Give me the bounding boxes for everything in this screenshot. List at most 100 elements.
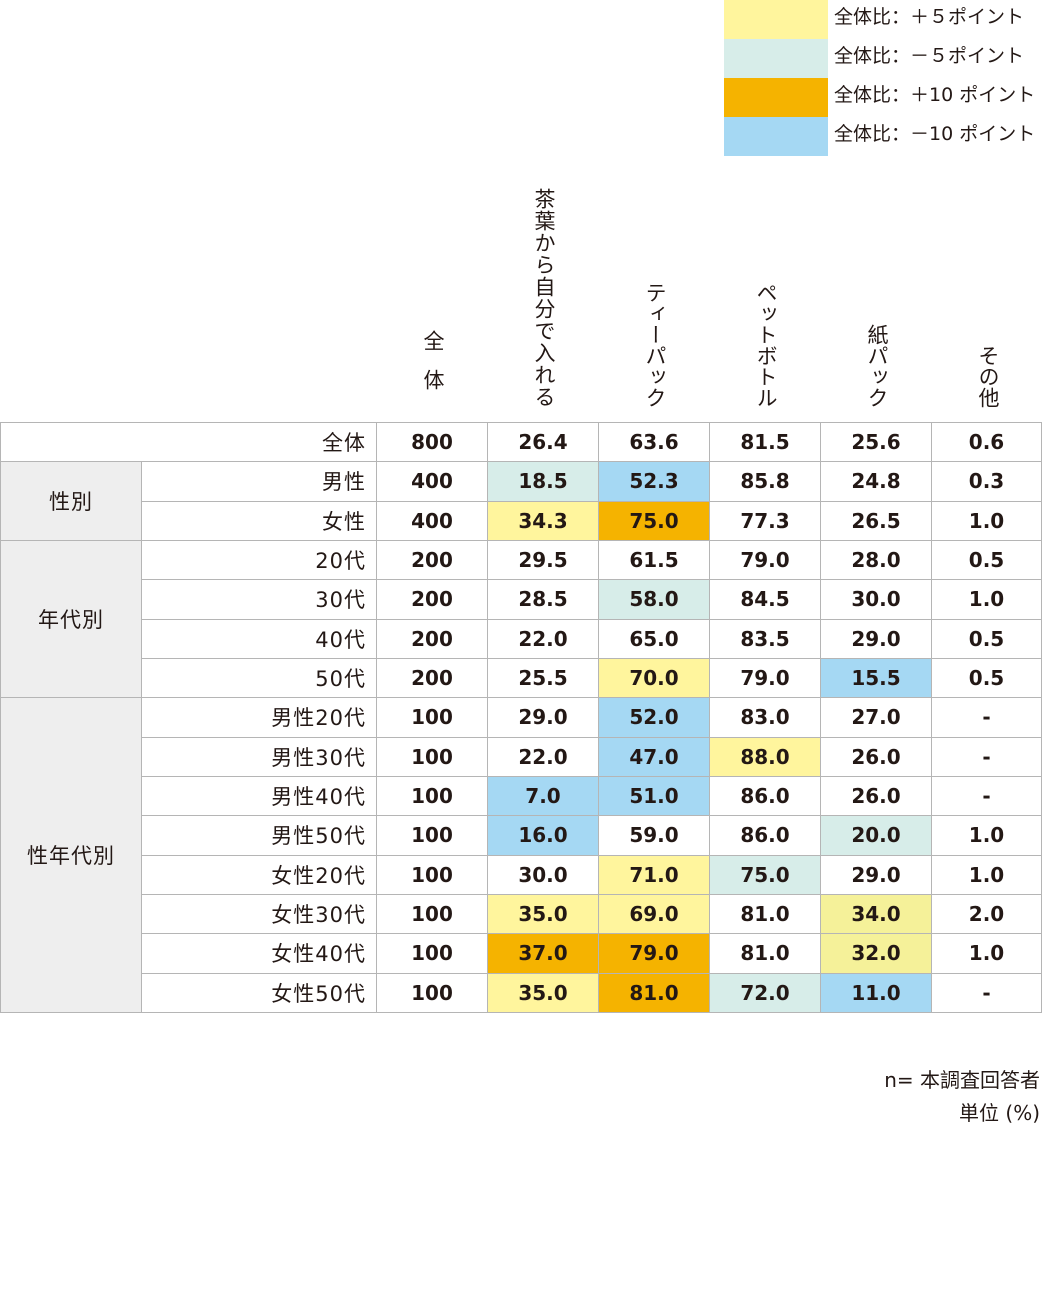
legend-swatch-plus5 <box>724 0 828 39</box>
value-cell: 7.0 <box>487 775 599 817</box>
sample-size-cell: 100 <box>376 972 488 1013</box>
legend-item-plus5: 全体比：＋５ポイント <box>724 0 1042 39</box>
sample-size-cell: 200 <box>376 539 488 581</box>
value-cell: 83.5 <box>709 618 821 659</box>
value-cell: 26.0 <box>820 775 932 817</box>
row-label: 男性20代 <box>141 697 377 738</box>
legend-item-minus10: 全体比：－10 ポイント <box>724 117 1042 156</box>
value-cell: 86.0 <box>709 815 821 856</box>
legend-label-minus5: 全体比：－５ポイント <box>834 45 1025 67</box>
unit-note: 単位 (%) <box>959 1101 1040 1125</box>
column-header-paper-pack: 紙パック <box>821 160 932 422</box>
value-cell: 81.5 <box>709 422 821 463</box>
value-cell: 81.0 <box>598 972 710 1013</box>
row-label: 男性 <box>141 461 377 502</box>
value-cell: 26.4 <box>487 422 599 463</box>
column-header-label: その他 <box>976 345 1000 408</box>
sample-size-cell: 100 <box>376 736 488 777</box>
value-cell: 58.0 <box>598 579 710 620</box>
column-header-total: 全体 <box>377 160 488 422</box>
value-cell: 1.0 <box>931 933 1042 974</box>
column-header-row: 全体 茶葉から自分で入れる ティーパック ペットボトル 紙パック その他 <box>0 160 1042 422</box>
value-cell: 35.0 <box>487 893 599 935</box>
value-cell: 26.0 <box>820 736 932 777</box>
value-cell: 20.0 <box>820 815 932 856</box>
column-header-label: 全体 <box>421 330 445 408</box>
value-cell: 47.0 <box>598 736 710 777</box>
value-cell: 70.0 <box>598 657 710 699</box>
value-cell: 29.0 <box>820 854 932 895</box>
value-cell: 88.0 <box>709 736 821 777</box>
row-label: 20代 <box>141 539 377 581</box>
value-cell: 11.0 <box>820 972 932 1013</box>
value-cell: 81.0 <box>709 933 821 974</box>
legend: 全体比：＋５ポイント 全体比：－５ポイント 全体比：＋10 ポイント 全体比：－… <box>724 0 1042 156</box>
value-cell: 72.0 <box>709 972 821 1013</box>
value-cell: 65.0 <box>598 618 710 659</box>
value-cell: 29.0 <box>487 697 599 738</box>
value-cell: 24.8 <box>820 461 932 502</box>
row-label: 男性40代 <box>141 775 377 817</box>
sample-size-cell: 400 <box>376 461 488 502</box>
legend-label-plus10: 全体比：＋10 ポイント <box>834 84 1036 106</box>
legend-label-minus10: 全体比：－10 ポイント <box>834 123 1036 145</box>
value-cell: 85.8 <box>709 461 821 502</box>
sample-size-cell: 800 <box>376 422 488 463</box>
column-header-label: 紙パック <box>865 324 889 408</box>
sample-size-cell: 100 <box>376 697 488 738</box>
value-cell: - <box>931 697 1042 738</box>
legend-item-minus5: 全体比：－５ポイント <box>724 39 1042 78</box>
row-group-label: 年代別 <box>0 539 142 699</box>
value-cell: 83.0 <box>709 697 821 738</box>
legend-swatch-minus5 <box>724 39 828 78</box>
row-label: 40代 <box>141 618 377 659</box>
row-label: 女性 <box>141 500 377 541</box>
sample-size-cell: 100 <box>376 933 488 974</box>
value-cell: 84.5 <box>709 579 821 620</box>
table-notes: n= 本調査回答者 単位 (%) <box>884 1064 1040 1130</box>
data-table: 性別 年代別 性年代別 全体 800 26.4 63.6 81.5 25.6 0.6 男性 400 18… <box>0 422 1042 1013</box>
value-cell: 34.3 <box>487 500 599 541</box>
value-cell: 0.5 <box>931 539 1042 581</box>
value-cell: 2.0 <box>931 893 1042 935</box>
row-group-label: 性別 <box>0 461 142 541</box>
legend-label-plus5: 全体比：＋５ポイント <box>834 6 1025 28</box>
value-cell: 34.0 <box>820 893 932 935</box>
value-cell: 79.0 <box>598 933 710 974</box>
value-cell: 51.0 <box>598 775 710 817</box>
sample-size-cell: 400 <box>376 500 488 541</box>
value-cell: 1.0 <box>931 815 1042 856</box>
value-cell: 15.5 <box>820 657 932 699</box>
legend-swatch-minus10 <box>724 117 828 156</box>
sample-size-cell: 100 <box>376 893 488 935</box>
value-cell: 1.0 <box>931 500 1042 541</box>
legend-item-plus10: 全体比：＋10 ポイント <box>724 78 1042 117</box>
value-cell: 0.6 <box>931 422 1042 463</box>
sample-size-cell: 200 <box>376 579 488 620</box>
row-label: 50代 <box>141 657 377 699</box>
value-cell: 0.5 <box>931 657 1042 699</box>
value-cell: 79.0 <box>709 539 821 581</box>
value-cell: 71.0 <box>598 854 710 895</box>
value-cell: 63.6 <box>598 422 710 463</box>
value-cell: 25.6 <box>820 422 932 463</box>
value-cell: 75.0 <box>598 500 710 541</box>
row-label: 全体 <box>0 422 377 463</box>
value-cell: 28.5 <box>487 579 599 620</box>
sample-size-cell: 100 <box>376 854 488 895</box>
value-cell: 77.3 <box>709 500 821 541</box>
value-cell: 79.0 <box>709 657 821 699</box>
value-cell: 27.0 <box>820 697 932 738</box>
sample-size-cell: 100 <box>376 775 488 817</box>
value-cell: 52.0 <box>598 697 710 738</box>
value-cell: 52.3 <box>598 461 710 502</box>
value-cell: 1.0 <box>931 854 1042 895</box>
value-cell: - <box>931 972 1042 1013</box>
value-cell: 22.0 <box>487 736 599 777</box>
value-cell: 75.0 <box>709 854 821 895</box>
sample-size-cell: 200 <box>376 618 488 659</box>
sample-size-cell: 200 <box>376 657 488 699</box>
value-cell: 59.0 <box>598 815 710 856</box>
value-cell: 35.0 <box>487 972 599 1013</box>
row-group-label: 性年代別 <box>0 697 142 1013</box>
